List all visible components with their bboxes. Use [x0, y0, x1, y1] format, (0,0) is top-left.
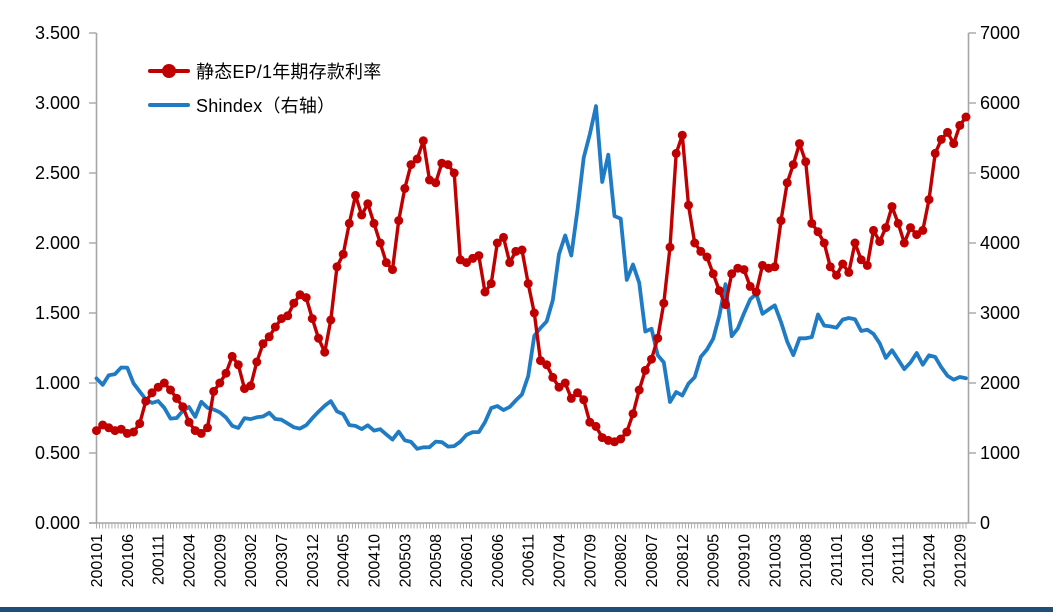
svg-text:3000: 3000 — [980, 303, 1020, 323]
svg-text:200802: 200802 — [613, 534, 630, 587]
svg-text:6000: 6000 — [980, 93, 1020, 113]
svg-text:1000: 1000 — [980, 443, 1020, 463]
svg-text:200111: 200111 — [151, 534, 168, 585]
legend-item-static-ep: 静态EP/1年期存款利率 — [148, 54, 381, 88]
svg-text:200508: 200508 — [428, 534, 445, 587]
legend-label-shindex: Shindex（右轴） — [196, 96, 336, 116]
svg-text:2.500: 2.500 — [35, 163, 80, 183]
red-line-dot-marker-icon — [148, 54, 190, 88]
svg-text:200307: 200307 — [274, 534, 291, 587]
svg-text:200709: 200709 — [582, 534, 599, 587]
svg-text:200910: 200910 — [737, 534, 754, 587]
svg-text:200209: 200209 — [212, 534, 229, 587]
svg-text:0.000: 0.000 — [35, 513, 80, 533]
svg-text:3.500: 3.500 — [35, 23, 80, 43]
svg-text:201101: 201101 — [829, 534, 846, 586]
bottom-divider-bar — [0, 607, 1053, 612]
svg-text:2.000: 2.000 — [35, 233, 80, 253]
svg-text:201204: 201204 — [922, 534, 939, 587]
blue-line-marker-icon — [148, 88, 190, 122]
svg-text:200704: 200704 — [552, 534, 569, 587]
svg-text:200503: 200503 — [397, 534, 414, 587]
svg-text:1.000: 1.000 — [35, 373, 80, 393]
svg-text:201209: 201209 — [952, 534, 969, 587]
svg-text:201008: 201008 — [798, 534, 815, 587]
svg-text:200106: 200106 — [120, 534, 137, 587]
legend-label-static-ep: 静态EP/1年期存款利率 — [196, 62, 382, 82]
svg-text:7000: 7000 — [980, 23, 1020, 43]
svg-text:201003: 201003 — [767, 534, 784, 587]
svg-text:201111: 201111 — [891, 534, 908, 584]
svg-text:200405: 200405 — [336, 534, 353, 587]
svg-text:200410: 200410 — [367, 534, 384, 587]
svg-text:0.500: 0.500 — [35, 443, 80, 463]
svg-text:3.000: 3.000 — [35, 93, 80, 113]
svg-text:2000: 2000 — [980, 373, 1020, 393]
svg-text:200302: 200302 — [243, 534, 260, 587]
svg-text:200606: 200606 — [490, 534, 507, 587]
svg-text:4000: 4000 — [980, 233, 1020, 253]
chart-legend: 静态EP/1年期存款利率 Shindex（右轴） — [148, 54, 381, 122]
svg-text:200101: 200101 — [89, 534, 106, 587]
svg-text:5000: 5000 — [980, 163, 1020, 183]
svg-text:200611: 200611 — [521, 534, 538, 586]
svg-text:200905: 200905 — [706, 534, 723, 587]
legend-item-shindex: Shindex（右轴） — [148, 88, 381, 122]
svg-text:200204: 200204 — [182, 534, 199, 587]
svg-text:0: 0 — [980, 513, 990, 533]
svg-text:200601: 200601 — [459, 534, 476, 587]
svg-text:201106: 201106 — [860, 534, 877, 586]
svg-text:200807: 200807 — [644, 534, 661, 587]
svg-text:1.500: 1.500 — [35, 303, 80, 323]
svg-text:200312: 200312 — [305, 534, 322, 587]
svg-text:200812: 200812 — [675, 534, 692, 587]
